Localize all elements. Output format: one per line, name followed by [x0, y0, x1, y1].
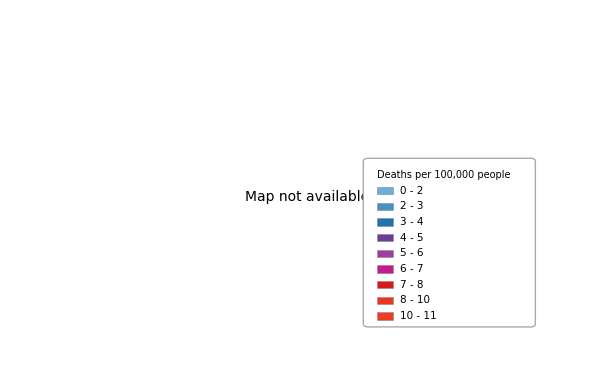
Text: 8 - 10: 8 - 10: [401, 295, 431, 305]
Bar: [377, 312, 392, 320]
Text: 2 - 3: 2 - 3: [401, 201, 424, 212]
Text: 7 - 8: 7 - 8: [401, 280, 424, 290]
FancyBboxPatch shape: [364, 158, 535, 327]
Bar: [377, 234, 392, 241]
Text: 10 - 11: 10 - 11: [401, 311, 437, 321]
Text: Deaths per 100,000 people: Deaths per 100,000 people: [377, 170, 511, 180]
Bar: [377, 281, 392, 289]
Text: 6 - 7: 6 - 7: [401, 264, 424, 274]
Text: Map not available: Map not available: [245, 190, 370, 204]
Text: 5 - 6: 5 - 6: [401, 248, 424, 258]
Text: 0 - 2: 0 - 2: [401, 186, 424, 196]
Bar: [377, 297, 392, 304]
Bar: [377, 265, 392, 273]
Bar: [377, 249, 392, 257]
Text: 3 - 4: 3 - 4: [401, 217, 424, 227]
Bar: [377, 203, 392, 210]
Text: 4 - 5: 4 - 5: [401, 233, 424, 243]
Bar: [377, 187, 392, 194]
Bar: [377, 218, 392, 226]
